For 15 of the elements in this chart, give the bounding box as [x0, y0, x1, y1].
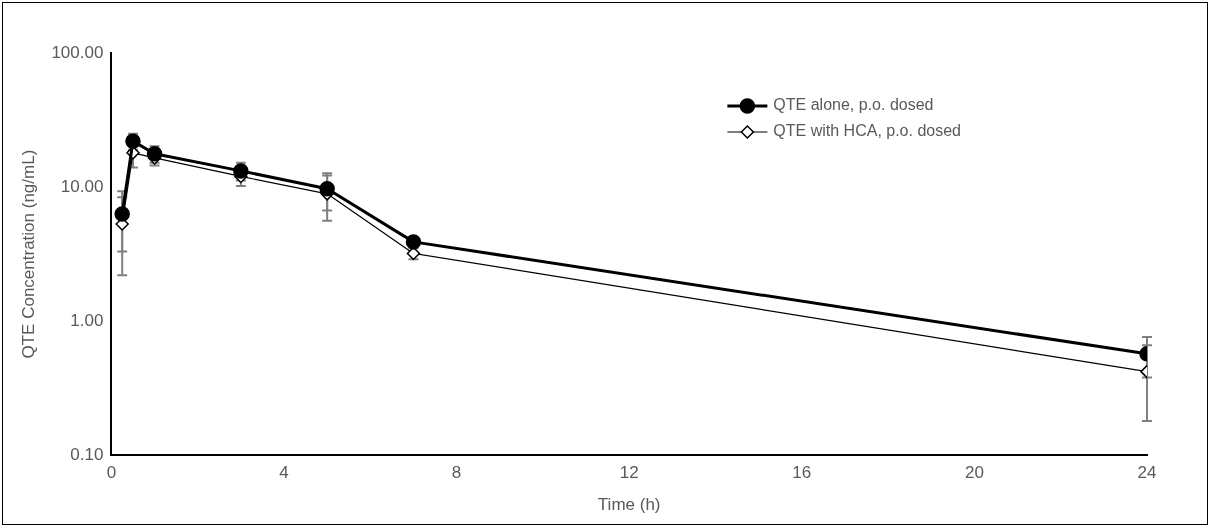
x-tick-label: 0: [106, 463, 117, 483]
x-axis-title: Time (h): [597, 495, 661, 515]
y-tick-label: 0.10: [70, 444, 104, 464]
x-tick-label: 20: [964, 463, 984, 483]
y-tick-label: 1.00: [70, 310, 104, 330]
y-tick-label: 10.00: [60, 176, 104, 196]
y-tick-label: 100.00: [51, 42, 104, 62]
x-tick-label: 12: [619, 463, 639, 483]
x-tick-label: 4: [279, 463, 289, 483]
x-tick-label: 8: [451, 463, 462, 483]
y-axis-title: QTE Concentration (ng/mL): [18, 149, 38, 359]
legend-label: QTE alone, p.o. dosed: [773, 96, 934, 114]
x-tick-label: 24: [1137, 463, 1157, 483]
x-tick-label: 16: [792, 463, 812, 483]
legend-label: QTE with HCA, p.o. dosed: [773, 122, 962, 140]
